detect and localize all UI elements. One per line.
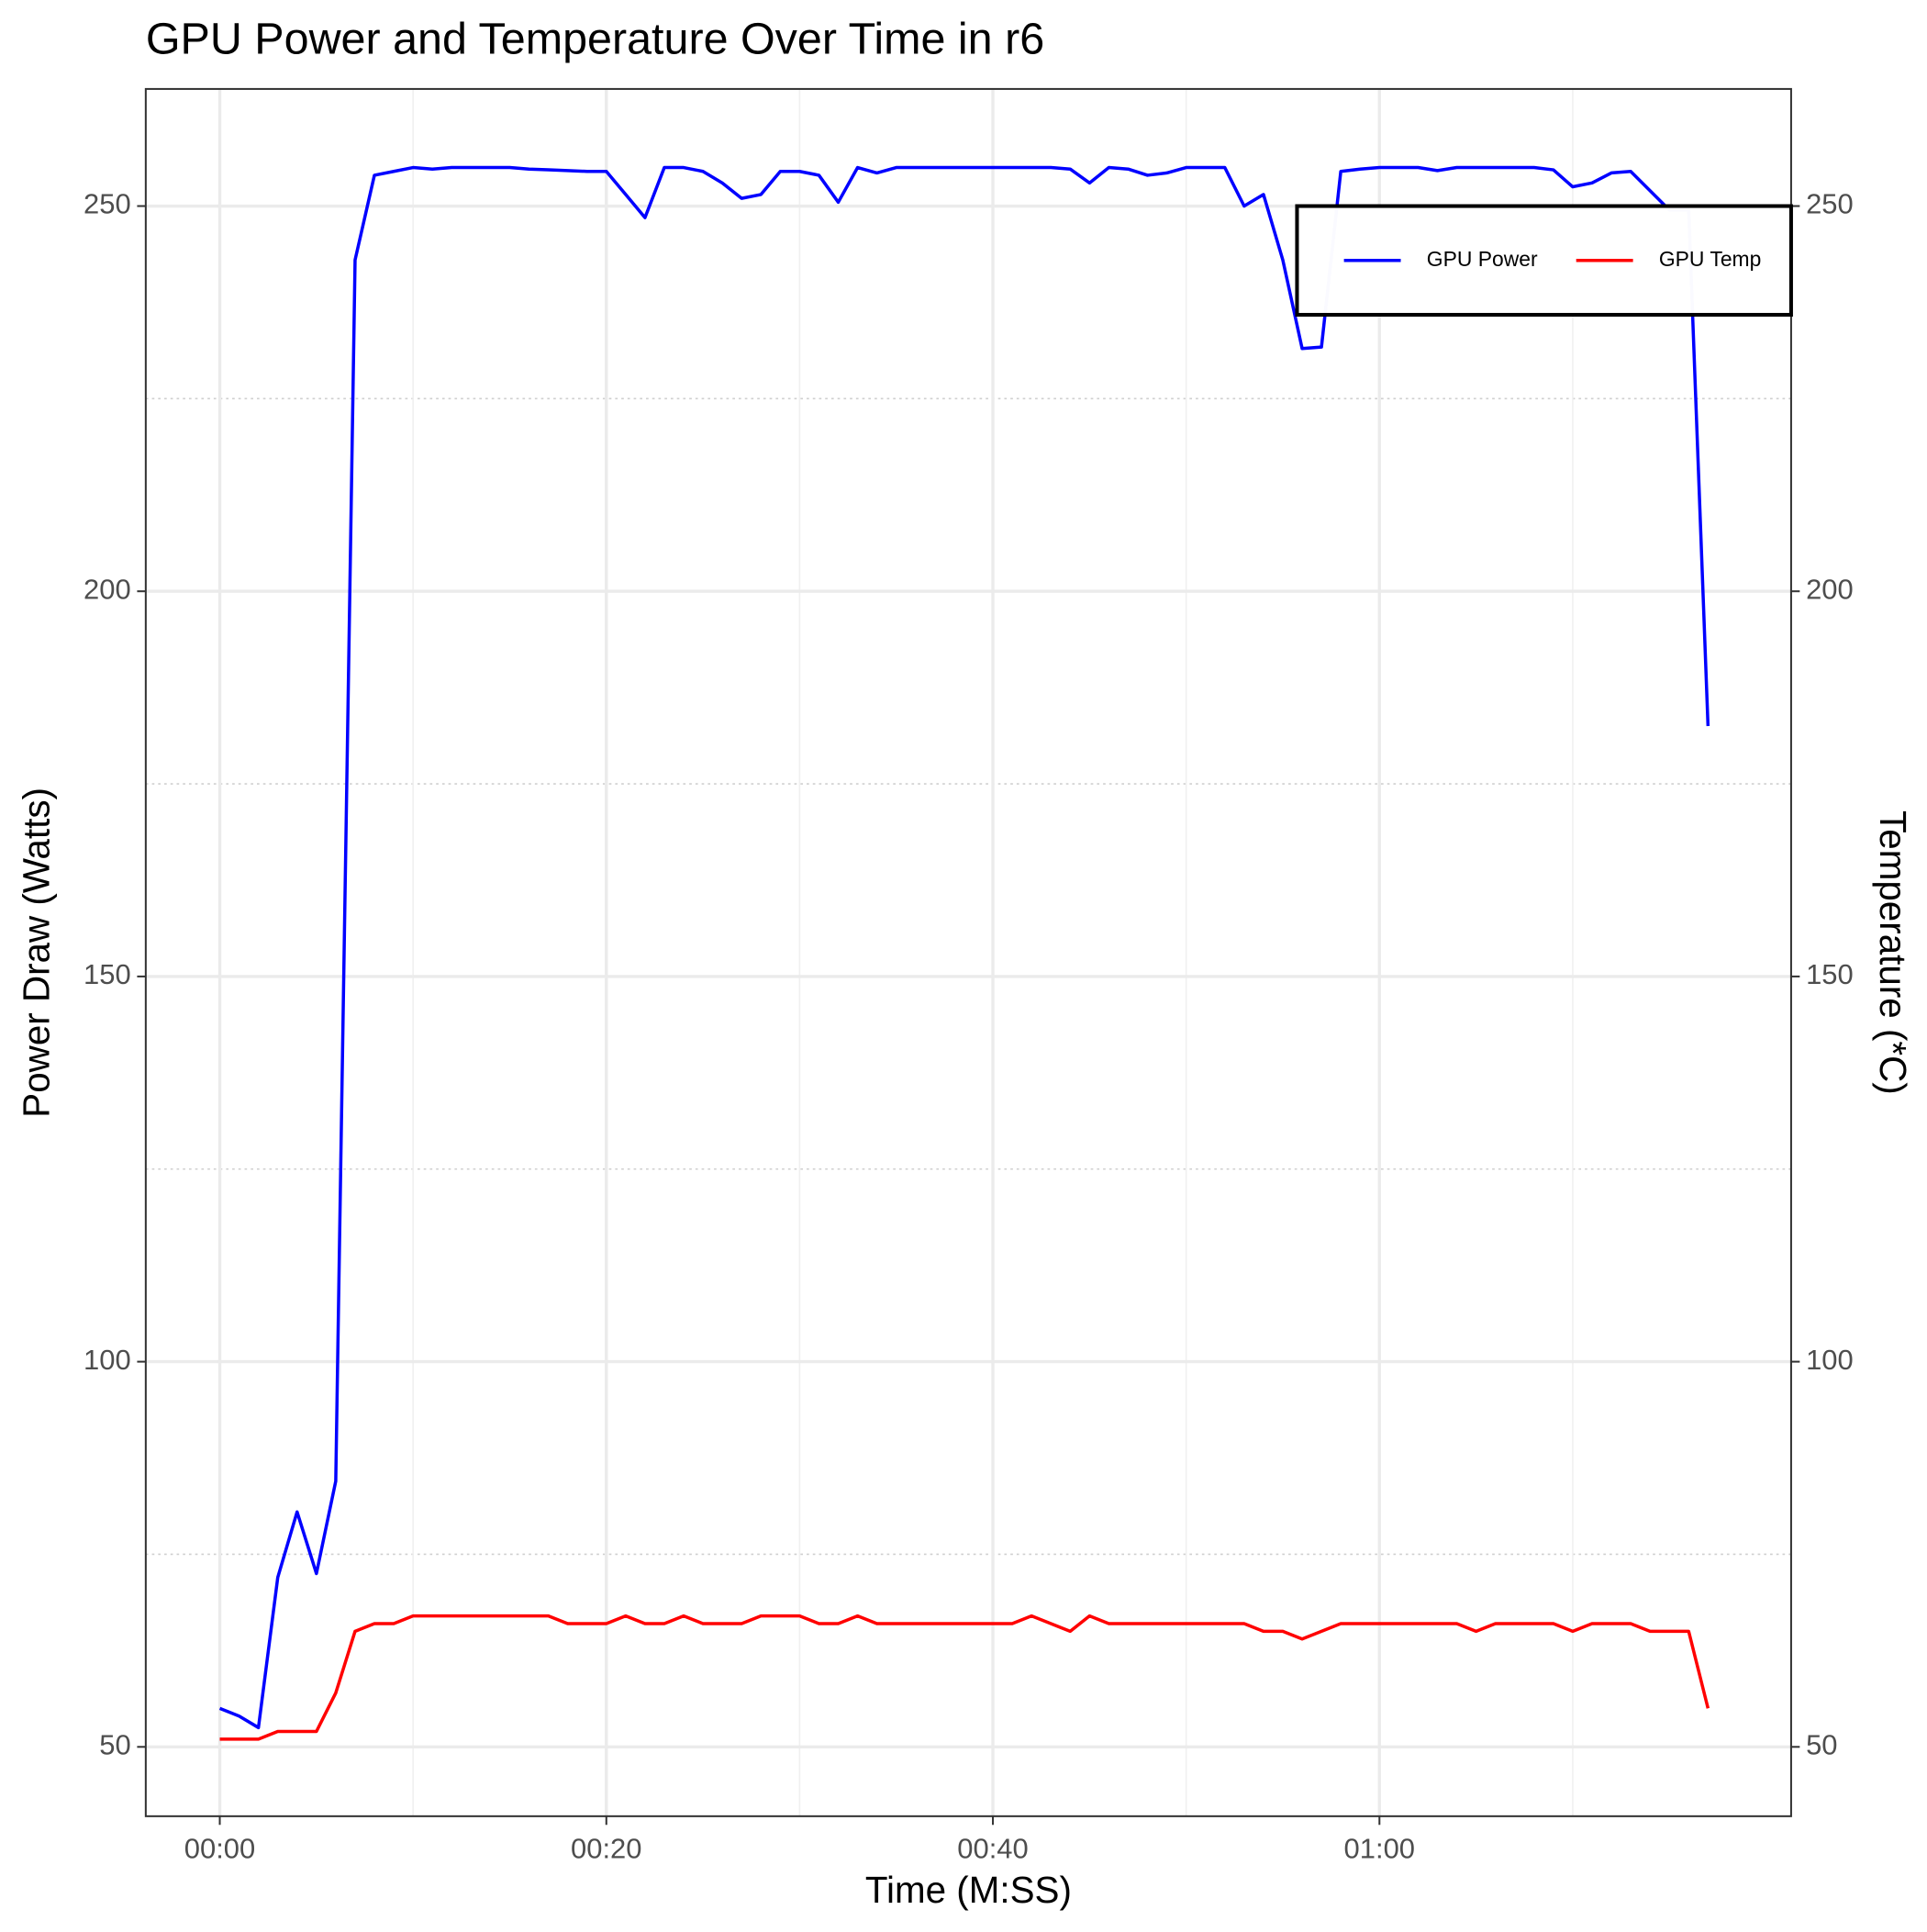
series-line [219, 1614, 1710, 1741]
y2-tick-label: 250 [1806, 188, 1854, 220]
y-tick-label: 250 [84, 188, 131, 220]
y2-tick-label: 100 [1806, 1344, 1854, 1376]
y2-tick-label: 150 [1806, 958, 1854, 990]
y2-axis-title: Temperature (*C) [1872, 810, 1914, 1095]
y-tick-label: 100 [84, 1344, 131, 1376]
y-axis-title: Power Draw (Watts) [16, 787, 58, 1118]
x-tick-label: 00:20 [571, 1833, 641, 1865]
legend-label: GPU Power [1427, 247, 1538, 271]
legend-label: GPU Temp [1659, 247, 1761, 271]
legend: GPU Power GPU Temp [1295, 204, 1793, 317]
y2-tick-label: 50 [1806, 1728, 1837, 1760]
y-tick-label: 50 [99, 1728, 130, 1760]
y-tick-label: 200 [84, 573, 131, 605]
chart-title: GPU Power and Temperature Over Time in r… [146, 15, 1044, 64]
x-tick-label: 01:00 [1344, 1833, 1415, 1865]
plot-border [144, 87, 1792, 1817]
y2-tick-label: 200 [1806, 573, 1854, 605]
x-tick-label: 00:40 [957, 1833, 1028, 1865]
x-axis-title: Time (M:SS) [865, 1869, 1072, 1911]
x-tick-label: 00:00 [184, 1833, 255, 1865]
series-line [218, 165, 1710, 1730]
y-tick-label: 150 [84, 958, 131, 990]
